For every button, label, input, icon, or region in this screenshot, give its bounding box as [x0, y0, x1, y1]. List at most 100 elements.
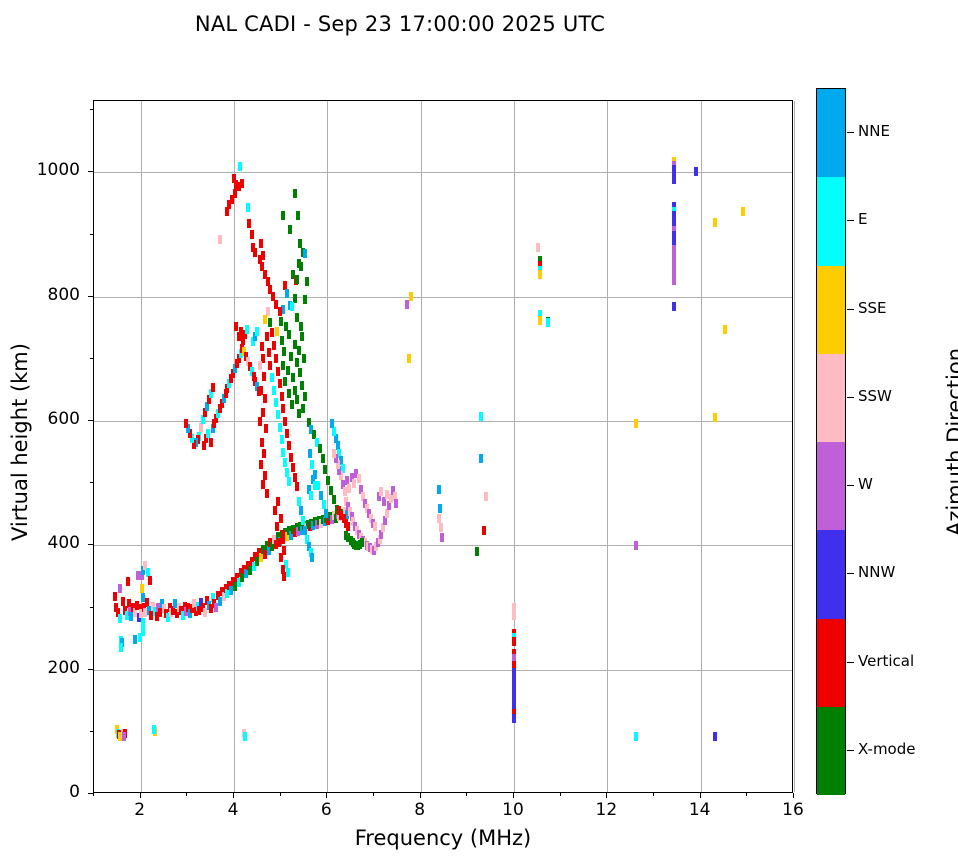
- echo-mark: [296, 527, 301, 537]
- colorbar-tick: [847, 749, 854, 751]
- colorbar-tick: [847, 485, 854, 487]
- y-axis-tick: [88, 793, 93, 794]
- echo-mark: [234, 359, 239, 369]
- echo-mark: [218, 596, 222, 606]
- echo-mark: [243, 329, 248, 339]
- echo-mark: [321, 499, 326, 509]
- x-axis-tick: [233, 793, 234, 798]
- echo-mark: [203, 608, 208, 617]
- echo-mark: [283, 416, 288, 426]
- echo-mark: [151, 725, 156, 735]
- echo-mark: [182, 601, 187, 611]
- echo-mark: [512, 713, 516, 723]
- echo-mark: [292, 293, 297, 303]
- y-axis-tick: [88, 420, 93, 422]
- colorbar-segment-x-mode: [817, 706, 845, 795]
- echo-mark: [287, 441, 292, 451]
- echo-mark: [223, 389, 228, 399]
- echo-mark: [512, 696, 516, 706]
- echo-mark: [311, 475, 316, 484]
- echo-mark: [253, 552, 258, 562]
- echo-mark: [240, 573, 245, 583]
- echo-mark: [339, 456, 344, 466]
- echo-mark: [116, 608, 121, 617]
- echo-mark: [283, 457, 288, 467]
- echo-mark: [354, 468, 359, 478]
- echo-mark: [281, 404, 286, 414]
- echo-mark: [246, 356, 250, 366]
- echo-mark: [274, 522, 279, 532]
- echo-mark: [260, 354, 265, 364]
- y-axis-minor-tick: [90, 482, 93, 484]
- echo-mark: [249, 230, 254, 240]
- echo-mark: [204, 595, 209, 605]
- echo-mark: [260, 479, 265, 489]
- echo-mark: [134, 600, 139, 610]
- echo-mark: [214, 603, 219, 613]
- echo-mark: [211, 424, 215, 434]
- echo-mark: [139, 584, 144, 594]
- echo-mark: [184, 419, 189, 429]
- echo-mark: [225, 206, 230, 216]
- echo-mark: [512, 661, 516, 671]
- echo-mark: [349, 512, 354, 522]
- echo-mark: [253, 376, 258, 386]
- echo-mark: [671, 245, 676, 255]
- echo-mark: [313, 470, 318, 480]
- echo-mark: [270, 328, 275, 338]
- echo-mark: [537, 315, 542, 325]
- echo-mark: [474, 547, 479, 557]
- echo-mark: [199, 422, 204, 432]
- echo-mark: [262, 314, 267, 324]
- echo-mark: [142, 603, 147, 613]
- echo-mark: [227, 379, 232, 389]
- echo-mark: [124, 610, 129, 620]
- echo-mark: [302, 294, 307, 304]
- echo-mark: [133, 608, 138, 617]
- echo-mark: [238, 349, 243, 359]
- y-axis-tick-label: 0: [69, 782, 80, 802]
- echo-mark: [671, 231, 676, 241]
- echo-mark: [288, 225, 292, 235]
- echo-mark: [712, 732, 717, 742]
- echo-mark: [351, 517, 356, 527]
- echo-mark: [120, 637, 124, 647]
- echo-mark: [282, 571, 287, 581]
- echo-mark: [250, 242, 255, 252]
- echo-mark: [357, 473, 362, 483]
- echo-mark: [242, 564, 247, 574]
- echo-mark: [295, 313, 300, 323]
- echo-mark: [377, 534, 382, 544]
- y-axis-tick-label: 800: [47, 284, 80, 305]
- echo-mark: [360, 492, 365, 502]
- echo-mark: [219, 399, 224, 409]
- echo-mark: [275, 532, 280, 542]
- echo-mark: [227, 580, 232, 590]
- echo-mark: [512, 667, 516, 677]
- echo-mark: [537, 269, 542, 279]
- echo-mark: [294, 482, 299, 492]
- echo-mark: [244, 351, 249, 361]
- colorbar-segment-vertical: [817, 618, 845, 707]
- echo-mark: [439, 523, 444, 533]
- echo-mark: [334, 504, 339, 514]
- echo-mark: [152, 606, 157, 616]
- echo-mark: [285, 467, 290, 477]
- echo-mark: [125, 576, 130, 586]
- echo-mark: [671, 263, 676, 273]
- echo-mark: [260, 262, 264, 272]
- echo-mark: [671, 226, 676, 236]
- echo-mark: [326, 476, 331, 486]
- echo-mark: [304, 534, 309, 544]
- echo-mark: [671, 206, 676, 216]
- colorbar-segment-sse: [817, 265, 845, 354]
- echo-mark: [310, 553, 315, 563]
- echo-mark: [285, 429, 290, 439]
- y-axis-minor-tick: [90, 730, 93, 732]
- echo-mark: [218, 235, 222, 245]
- echo-mark: [286, 568, 291, 578]
- echo-mark: [279, 435, 284, 445]
- x-axis-tick-label: 10: [502, 800, 524, 820]
- x-axis-minor-tick: [279, 793, 281, 796]
- echo-mark: [284, 559, 289, 569]
